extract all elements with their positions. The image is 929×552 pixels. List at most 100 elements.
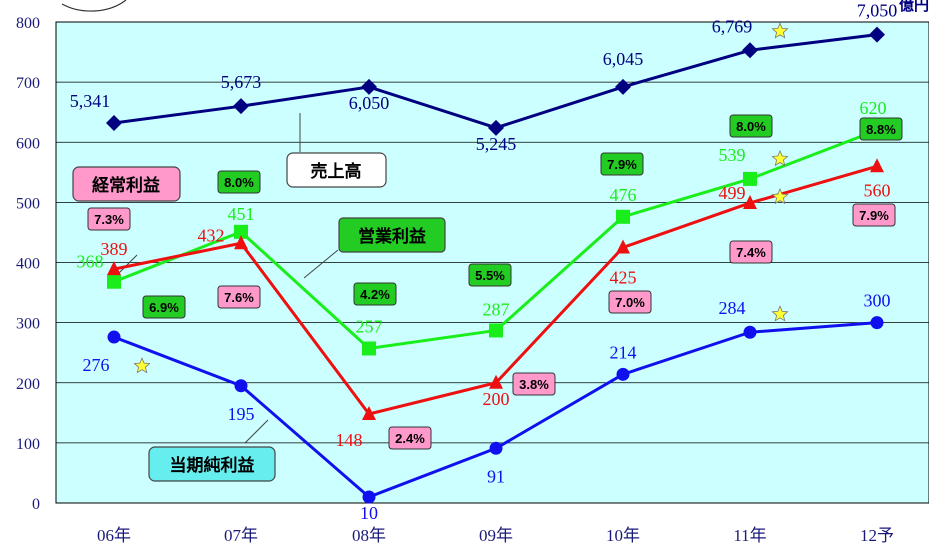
net-point: [489, 441, 503, 455]
operating-margin-label: 5.5%: [475, 268, 505, 283]
ordinary-value-label: 200: [483, 389, 510, 409]
star-icon: [771, 149, 789, 167]
ordinary-point: [616, 239, 630, 254]
star-icon: [771, 305, 789, 322]
star-icon: [133, 357, 151, 374]
operating-value-label: 368: [77, 252, 104, 272]
ordinary-value-label: 148: [336, 430, 363, 450]
ordinary-margin-label: 7.3%: [94, 212, 124, 227]
operating-point: [743, 171, 757, 186]
star-icon: [771, 187, 789, 205]
ordinary-value-label: 560: [864, 180, 891, 200]
ordinary-margin-box: [729, 240, 773, 264]
net-point: [743, 325, 757, 339]
ordinary-point: [870, 158, 884, 173]
legend-sales: 売上高: [286, 152, 387, 188]
ordinary-value-label: 389: [101, 239, 128, 259]
ordinary-margin-label: 3.8%: [519, 377, 549, 392]
ordinary-point: [107, 261, 121, 276]
sales-point: [869, 26, 885, 43]
star-icon: [771, 22, 789, 39]
net-value-label: 284: [719, 298, 746, 318]
legend-net: 当期純利益: [148, 446, 276, 482]
operating-margin-label: 8.0%: [736, 119, 766, 134]
net-point: [107, 330, 121, 344]
operating-margin-box: [142, 295, 186, 319]
ordinary-margin-label: 7.4%: [736, 245, 766, 260]
operating-point: [362, 341, 376, 356]
net-value-label: 91: [487, 466, 505, 486]
sales-value-label: 5,245: [476, 134, 517, 154]
operating-margin-box: [859, 117, 903, 141]
operating-value-label: 287: [483, 299, 510, 319]
ordinary-value-label: 425: [610, 267, 637, 287]
sales-value-label: 7,050: [857, 1, 898, 21]
sales-point: [361, 78, 377, 95]
sales-point: [742, 42, 758, 59]
sales-point: [233, 98, 249, 115]
operating-margin-label: 8.8%: [866, 122, 896, 137]
y-tick-label: 700: [16, 75, 40, 92]
svg-text:売上高: 売上高: [311, 161, 362, 182]
operating-margin-box: [600, 152, 644, 176]
y-tick-label: 400: [16, 256, 40, 273]
ordinary-margin-label: 7.0%: [615, 295, 645, 310]
ordinary-point: [489, 374, 503, 389]
x-tick-label: 06年: [97, 526, 131, 545]
legend-ordinary: 経常利益: [72, 166, 181, 202]
net-point: [362, 490, 376, 504]
ordinary-point: [743, 194, 757, 209]
operating-value-label: 451: [228, 204, 255, 224]
ordinary-margin-box: [608, 290, 652, 314]
y-tick-label: 100: [16, 436, 40, 453]
operating-value-label: 539: [719, 145, 746, 165]
net-point: [616, 367, 630, 381]
ordinary-margin-box: [512, 372, 556, 396]
x-tick-label: 07年: [224, 526, 258, 545]
x-tick-label: 08年: [352, 526, 386, 545]
x-tick-label: 11年: [733, 526, 766, 545]
x-tick-label: 09年: [479, 526, 513, 545]
ordinary-margin-box: [87, 207, 131, 231]
operating-point: [107, 274, 121, 289]
operating-margin-label: 4.2%: [360, 287, 390, 302]
net-point: [870, 316, 884, 330]
net-value-label: 195: [228, 404, 255, 424]
operating-margin-box: [729, 114, 773, 138]
legend-leader-line: [303, 249, 339, 279]
sales-point: [488, 119, 504, 136]
net-value-label: 276: [83, 355, 110, 375]
svg-text:営業利益: 営業利益: [358, 226, 426, 247]
operating-point: [234, 224, 248, 239]
y-tick-label: 300: [16, 316, 40, 333]
sales-value-label: 6,050: [349, 93, 390, 113]
operating-margin-box: [468, 263, 512, 287]
ordinary-margin-label: 2.4%: [395, 431, 425, 446]
ordinary-margin-label: 7.9%: [859, 208, 889, 223]
x-tick-label: 12予: [860, 526, 894, 545]
ordinary-margin-label: 7.6%: [224, 290, 254, 305]
operating-margin-label: 8.0%: [224, 175, 254, 190]
ordinary-value-label: 499: [719, 183, 746, 203]
ordinary-point: [234, 235, 248, 250]
operating-value-label: 620: [860, 98, 887, 118]
y-tick-label: 800: [16, 15, 40, 32]
operating-point: [489, 323, 503, 338]
ordinary-margin-box: [388, 426, 432, 450]
y-tick-label: 0: [32, 496, 40, 513]
unit-label: 億円: [899, 0, 929, 14]
operating-point: [616, 209, 630, 224]
y-tick-label: 600: [16, 135, 40, 152]
net-point: [234, 379, 248, 393]
svg-text:当期純利益: 当期純利益: [170, 455, 255, 476]
net-value-label: 214: [610, 342, 637, 362]
sales-value-label: 5,673: [221, 72, 262, 92]
svg-text:経常利益: 経常利益: [92, 175, 160, 196]
sales-point: [615, 78, 631, 95]
net-value-label: 10: [360, 503, 378, 523]
operating-margin-label: 7.9%: [607, 157, 637, 172]
sales-value-label: 5,341: [70, 91, 111, 111]
ordinary-margin-box: [852, 203, 896, 227]
x-tick-label: 10年: [606, 526, 640, 545]
